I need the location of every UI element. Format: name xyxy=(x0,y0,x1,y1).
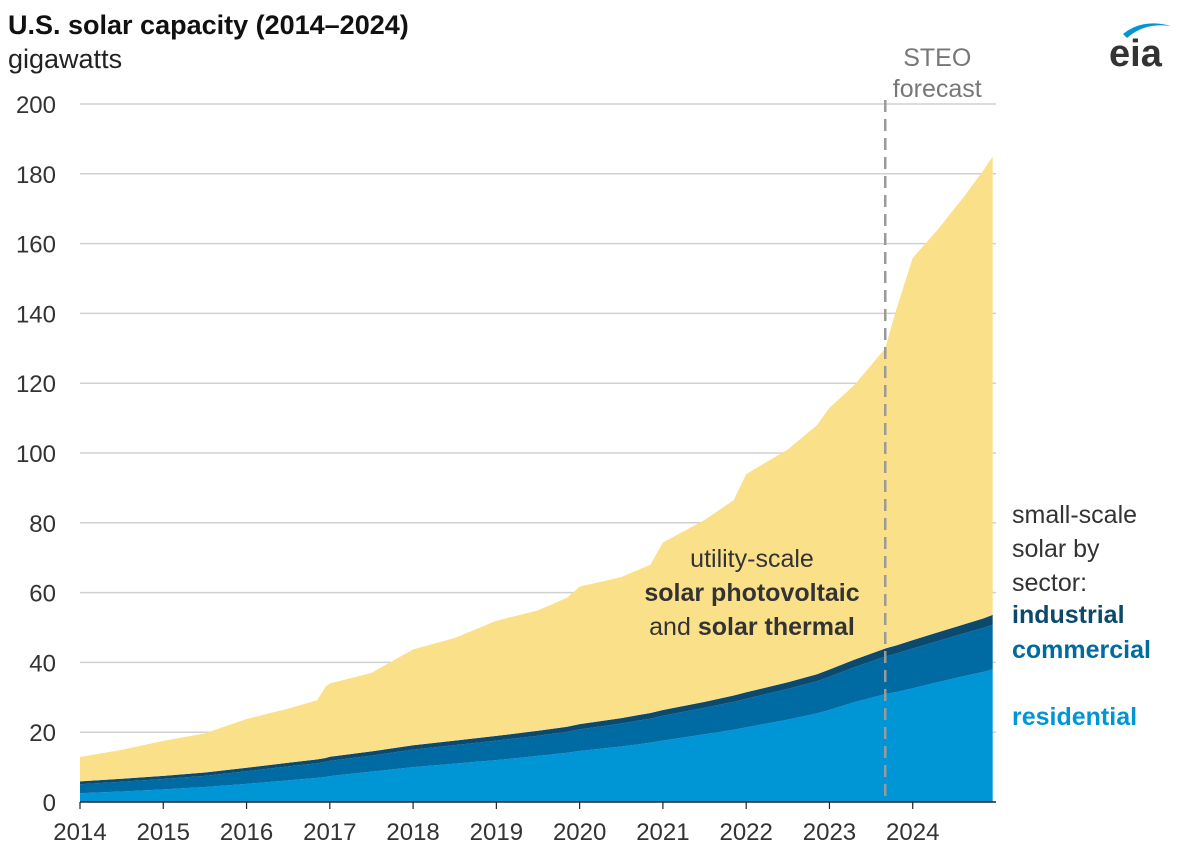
x-tick-label-2023: 2023 xyxy=(803,819,856,846)
x-tick-label-2019: 2019 xyxy=(470,819,523,846)
series-labels: utility-scale solar photovoltaic and solar… xyxy=(644,501,1151,731)
x-tick-label-2020: 2020 xyxy=(553,819,606,846)
utility-label-line-3: and solar thermal xyxy=(649,613,855,641)
x-tick-label-2022: 2022 xyxy=(719,819,772,846)
y-tick-label-60: 60 xyxy=(29,581,56,608)
chart-title: U.S. solar capacity (2014–2024) xyxy=(8,10,409,40)
x-tick-label-2021: 2021 xyxy=(636,819,689,846)
eia-logo: eia xyxy=(1109,23,1171,74)
industrial-label: industrial xyxy=(1012,601,1125,629)
utility-label-line-1: utility-scale xyxy=(690,545,814,573)
x-tick-label-2016: 2016 xyxy=(220,819,273,846)
forecast-marker: STEO forecast xyxy=(883,44,982,802)
x-tick-label-2014: 2014 xyxy=(53,819,106,846)
utility-label-plain: and xyxy=(649,613,698,641)
utility-label-line-2: solar photovoltaic xyxy=(644,579,859,607)
stacked-areas xyxy=(80,156,993,802)
y-tick-label-140: 140 xyxy=(16,301,56,328)
y-tick-label-160: 160 xyxy=(16,232,56,259)
x-tick-label-2024: 2024 xyxy=(886,819,939,846)
small-scale-label-line-1: small-scale xyxy=(1012,501,1137,529)
x-tick-label-2015: 2015 xyxy=(137,819,190,846)
small-scale-label-line-3: sector: xyxy=(1012,569,1087,597)
y-axis: 0 20 40 60 80 100 120 140 160 180 200 xyxy=(16,92,56,817)
area-utility-scale xyxy=(80,156,993,782)
y-axis-unit: gigawatts xyxy=(8,44,123,74)
area-commercial xyxy=(80,624,993,794)
forecast-label-line-1: STEO xyxy=(903,44,971,72)
x-axis: 2014 2015 2016 2017 2018 2019 2020 2021 2022 2023… xyxy=(53,801,996,846)
area-residential xyxy=(80,669,993,802)
y-tick-label-200: 200 xyxy=(16,92,56,119)
y-tick-label-40: 40 xyxy=(29,650,56,677)
y-tick-label-20: 20 xyxy=(29,720,56,747)
forecast-label-line-2: forecast xyxy=(893,75,982,103)
x-tick-label-2018: 2018 xyxy=(386,819,439,846)
y-tick-label-100: 100 xyxy=(16,441,56,468)
utility-label-bold: solar thermal xyxy=(698,613,855,641)
x-tick-label-2017: 2017 xyxy=(303,819,356,846)
y-tick-label-80: 80 xyxy=(29,511,56,538)
eia-logo-text: eia xyxy=(1109,33,1163,74)
residential-label: residential xyxy=(1012,703,1137,731)
y-tick-label-0: 0 xyxy=(43,790,56,817)
eia-logo-swoosh xyxy=(1123,23,1171,38)
commercial-label: commercial xyxy=(1012,636,1151,664)
y-tick-label-180: 180 xyxy=(16,162,56,189)
y-tick-label-120: 120 xyxy=(16,371,56,398)
small-scale-label-line-2: solar by xyxy=(1012,535,1100,563)
